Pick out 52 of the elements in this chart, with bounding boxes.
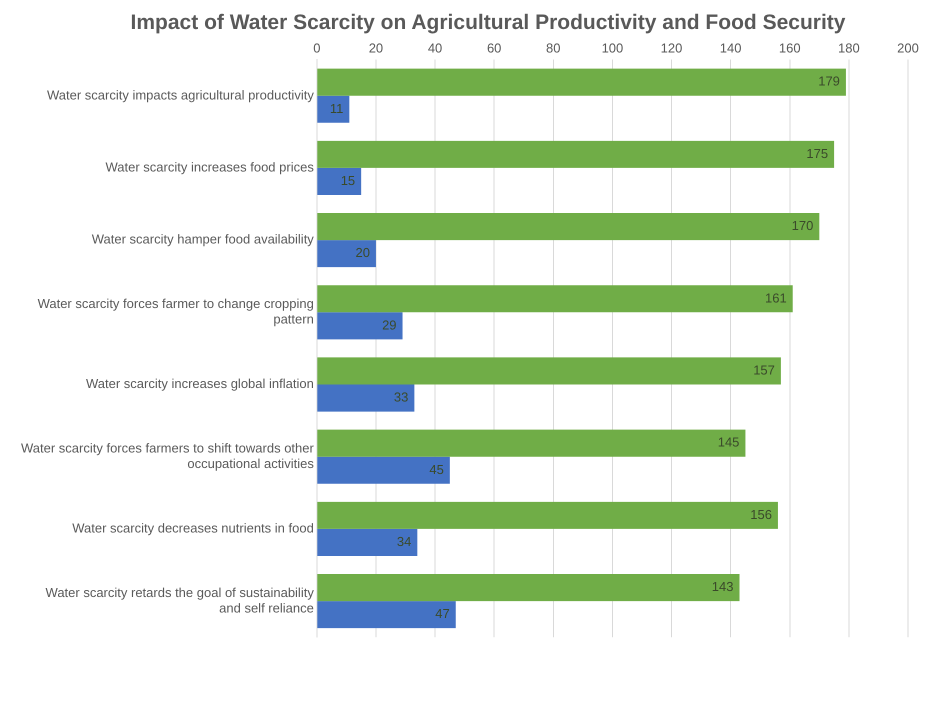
x-tick-label: 180 — [838, 40, 860, 56]
x-tick-label: 140 — [720, 40, 742, 56]
bar — [317, 357, 781, 384]
x-tick-label: 40 — [428, 40, 442, 56]
bar — [317, 213, 820, 240]
data-label: 11 — [330, 100, 344, 116]
data-label: 179 — [818, 74, 840, 89]
bar — [317, 168, 362, 195]
data-label: 161 — [765, 290, 787, 306]
bar — [317, 601, 456, 628]
bar — [317, 430, 746, 457]
data-label: 15 — [340, 173, 356, 188]
data-label: 157 — [753, 362, 775, 378]
bar — [317, 384, 414, 412]
y-tick-label: Water scarcity increases food prices — [106, 159, 314, 174]
x-tick-label: 160 — [778, 40, 801, 56]
data-label: 33 — [394, 390, 408, 405]
bar — [317, 68, 846, 96]
bar — [317, 96, 350, 123]
y-tick-label: Water scarcity increases global inflation — [86, 376, 314, 392]
x-tick-label: 200 — [897, 40, 919, 56]
x-tick-label: 100 — [602, 40, 624, 56]
data-label: 29 — [382, 317, 397, 332]
x-tick-label: 20 — [368, 40, 384, 56]
data-label: 20 — [355, 245, 370, 260]
data-label: 45 — [429, 462, 444, 477]
y-tick-label: Water scarcity forces farmers to shift towards other occupational activities — [20, 440, 314, 472]
x-tick-label: 60 — [486, 40, 502, 56]
y-tick-label: Water scarcity hamper food availability — [92, 232, 314, 247]
bar — [317, 502, 778, 529]
bar — [317, 574, 740, 602]
x-tick-label: 120 — [660, 40, 682, 56]
y-tick-label: Water scarcity retards the goal of sustainability and self reliance — [46, 584, 314, 616]
bar — [317, 285, 793, 312]
bar — [317, 528, 418, 556]
bar — [317, 140, 834, 168]
data-label: 34 — [396, 534, 412, 550]
bar — [317, 240, 376, 268]
data-label: 145 — [718, 434, 740, 450]
data-label: 156 — [750, 506, 772, 522]
bar — [317, 456, 450, 484]
data-label: 143 — [712, 579, 734, 594]
data-label: 47 — [435, 606, 450, 622]
y-tick-label: Water scarcity impacts agricultural productivity — [46, 87, 314, 102]
chart-title: Impact of Water Scarcity on Agricultural Productivity and Food Security — [130, 10, 846, 36]
bar — [317, 312, 403, 340]
data-label: 175 — [806, 146, 828, 161]
x-tick-label: 80 — [546, 40, 561, 56]
data-label: 170 — [792, 218, 814, 234]
y-tick-label: Water scarcity forces farmer to change cropping pattern — [38, 296, 314, 327]
x-tick-label: 0 — [313, 40, 320, 56]
y-tick-label: Water scarcity decreases nutrients in food — [72, 520, 314, 536]
